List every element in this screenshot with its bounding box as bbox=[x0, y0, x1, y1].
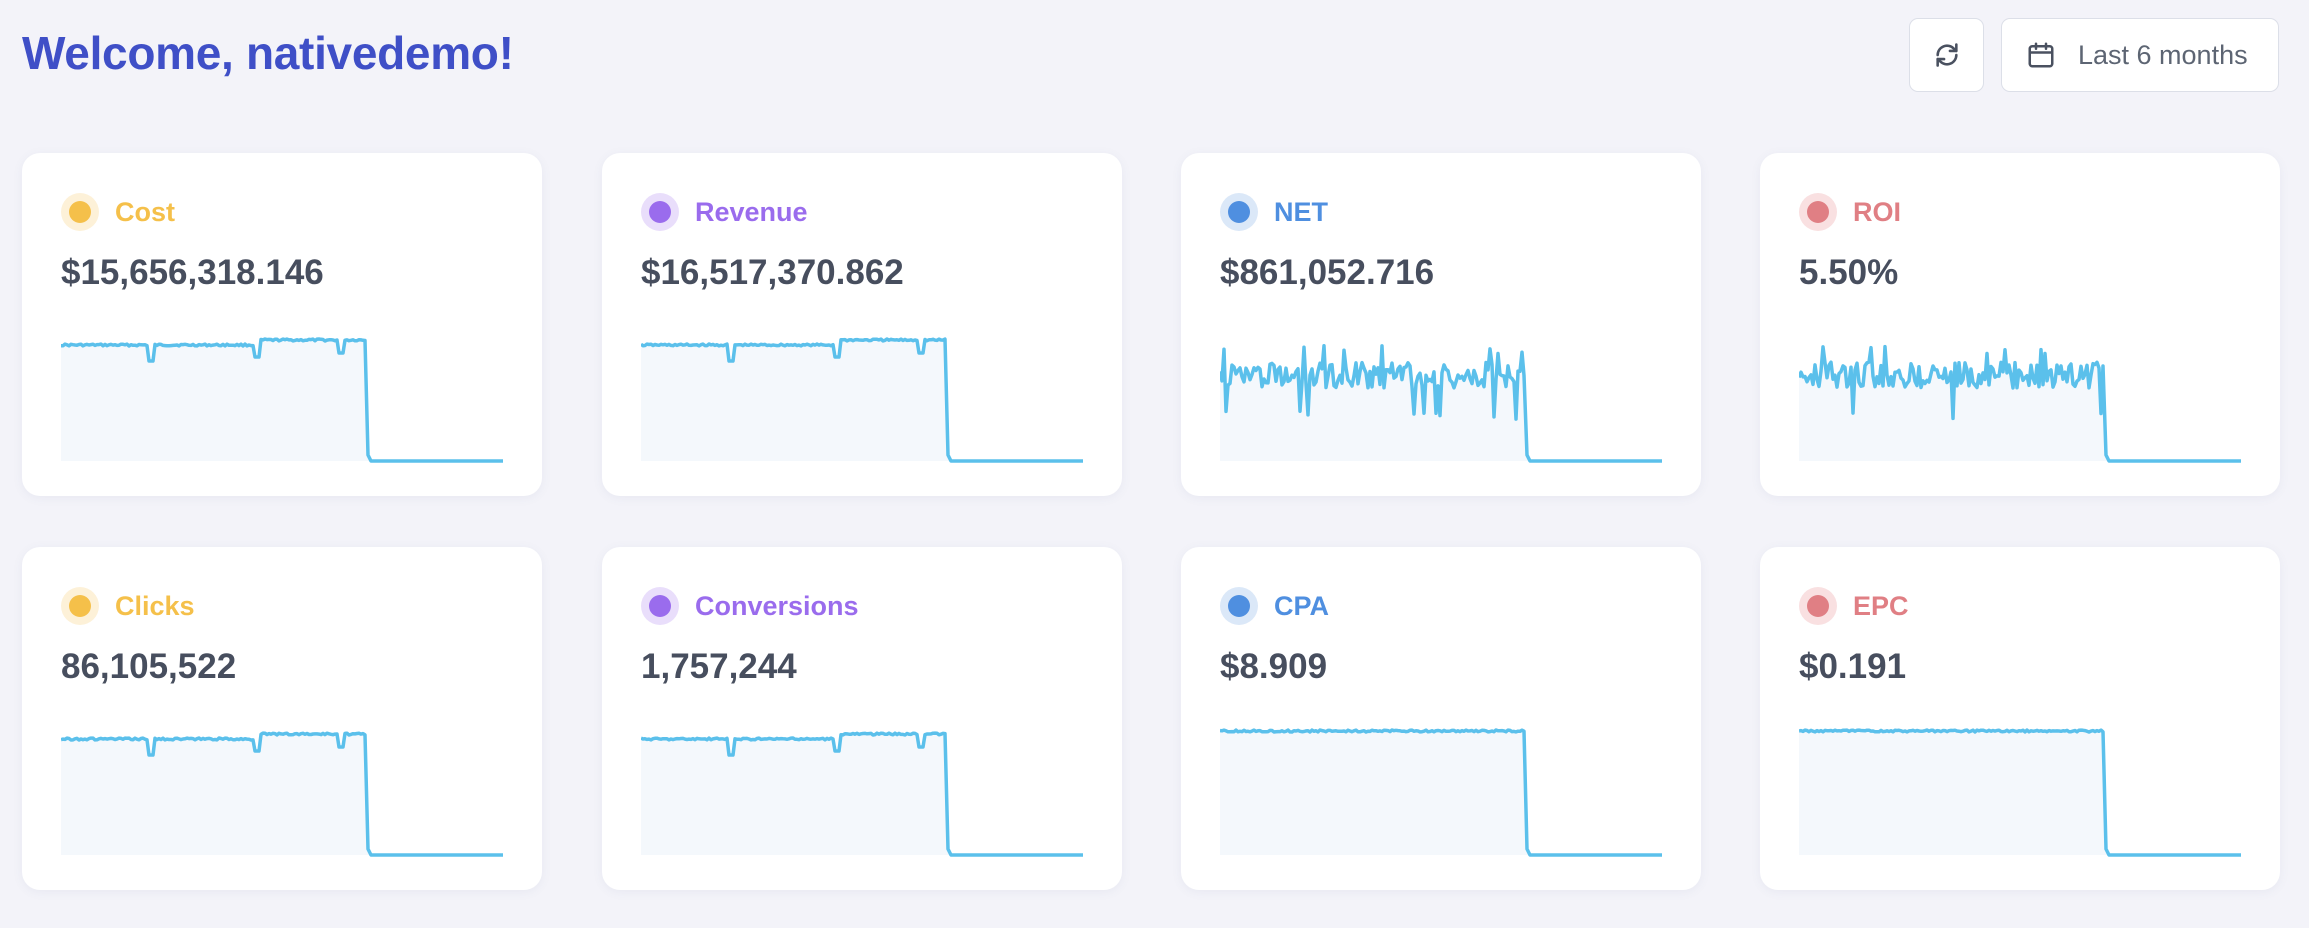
metric-value: $8.909 bbox=[1220, 647, 1328, 686]
metric-card-revenue: Revenue $16,517,370.862 bbox=[602, 153, 1122, 496]
metric-label: Revenue bbox=[695, 196, 808, 227]
status-dot-icon bbox=[1220, 587, 1258, 625]
sparkline-area bbox=[61, 339, 503, 461]
sparkline-area bbox=[1220, 730, 1662, 855]
sparkline-chart bbox=[61, 731, 503, 857]
date-range-picker[interactable]: Last 6 months bbox=[2001, 18, 2279, 92]
metric-label: EPC bbox=[1853, 590, 1909, 621]
date-range-label: Last 6 months bbox=[2078, 39, 2248, 70]
metric-value: 1,757,244 bbox=[641, 647, 797, 686]
sparkline-chart bbox=[1799, 344, 2241, 463]
sparkline-line bbox=[641, 731, 1083, 857]
metric-card-cpa: CPA $8.909 bbox=[1181, 547, 1701, 890]
metric-label: Conversions bbox=[695, 590, 859, 621]
metric-value: $0.191 bbox=[1799, 647, 1907, 686]
sparkline-area bbox=[1799, 346, 2241, 461]
metric-value: 5.50% bbox=[1799, 253, 1899, 292]
sparkline-chart bbox=[641, 731, 1083, 857]
status-dot-icon bbox=[1799, 193, 1837, 231]
status-dot-icon bbox=[61, 193, 99, 231]
metric-card-clicks: Clicks 86,105,522 bbox=[22, 547, 542, 890]
sparkline-line bbox=[641, 337, 1083, 463]
sparkline-chart bbox=[1220, 728, 1662, 857]
metric-card-roi: ROI 5.50% bbox=[1760, 153, 2280, 496]
sparkline-line bbox=[1799, 728, 2241, 857]
metric-value: 86,105,522 bbox=[61, 647, 237, 686]
status-dot-icon bbox=[1220, 193, 1258, 231]
sparkline-area bbox=[1799, 730, 2241, 855]
sparkline-line bbox=[61, 337, 503, 463]
metric-card-epc: EPC $0.191 bbox=[1760, 547, 2280, 890]
calendar-icon bbox=[2028, 42, 2054, 68]
metric-label: Clicks bbox=[115, 590, 195, 621]
sparkline-line bbox=[1220, 728, 1662, 857]
sparkline-line bbox=[1799, 344, 2241, 463]
metric-label: Cost bbox=[115, 196, 175, 227]
sparkline-area bbox=[641, 339, 1083, 461]
refresh-icon bbox=[1935, 43, 1958, 67]
sparkline-area bbox=[641, 733, 1083, 855]
metric-label: CPA bbox=[1274, 590, 1330, 621]
status-dot-icon bbox=[1799, 587, 1837, 625]
status-dot-icon bbox=[641, 193, 679, 231]
metric-label: NET bbox=[1274, 196, 1328, 227]
sparkline-line bbox=[61, 731, 503, 857]
sparkline-chart bbox=[641, 337, 1083, 463]
metric-value: $15,656,318.146 bbox=[61, 253, 324, 292]
metric-card-net: NET $861,052.716 bbox=[1181, 153, 1701, 496]
page-title: Welcome, nativedemo! bbox=[22, 27, 514, 79]
sparkline-chart bbox=[61, 337, 503, 463]
metric-label: ROI bbox=[1853, 196, 1902, 227]
sparkline-line bbox=[1220, 344, 1662, 463]
refresh-button[interactable] bbox=[1909, 18, 1984, 92]
sparkline-area bbox=[61, 733, 503, 855]
sparkline-chart bbox=[1220, 344, 1662, 463]
metric-value: $16,517,370.862 bbox=[641, 253, 904, 292]
metric-card-conversions: Conversions 1,757,244 bbox=[602, 547, 1122, 890]
metric-value: $861,052.716 bbox=[1220, 253, 1435, 292]
status-dot-icon bbox=[641, 587, 679, 625]
status-dot-icon bbox=[61, 587, 99, 625]
metric-card-cost: Cost $15,656,318.146 bbox=[22, 153, 542, 496]
sparkline-chart bbox=[1799, 728, 2241, 857]
